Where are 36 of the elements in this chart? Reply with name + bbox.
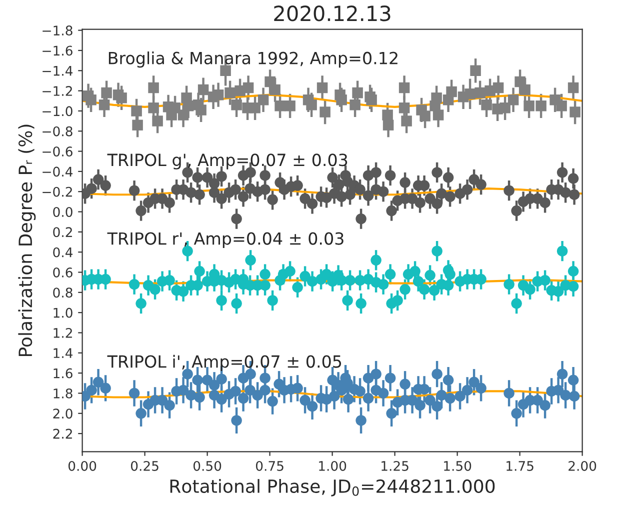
y-tick-label: 2.2 [53,428,72,439]
y-tick-label: 1.0 [54,308,72,318]
y-tick-label: 1.2 [54,328,72,338]
x-tick-label: 0.25 [130,460,158,471]
x-axis-title: Rotational Phase, JD$_{0}$=2448211.000 [170,479,495,496]
x-tick-label: 1.25 [382,460,408,471]
y-tick-label: −1.6 [42,46,72,56]
series-label: TRIPOL r', Amp=0.04 ± 0.03 [107,232,344,248]
x-tick-label: 1.00 [319,460,346,471]
series-label: TRIPOL g', Amp=0.07 ± 0.03 [107,154,348,170]
y-axis-title: Polarization Degree Pᵣ (%) [18,124,36,356]
y-tick-label: 1.6 [54,368,72,378]
y-tick-label: −0.8 [42,126,72,136]
y-tick-label: −1.0 [42,106,72,116]
x-tick-label: 1.75 [506,461,534,471]
y-tick-label: 0.2 [53,227,72,238]
y-tick-label: −0.2 [42,186,72,197]
y-tick-label: −1.4 [42,66,73,76]
y-tick-label: −1.8 [42,26,72,36]
y-tick-label: −0.6 [42,146,72,156]
y-tick-label: −0.4 [42,166,73,177]
x-tick-label: 0.50 [193,460,222,471]
y-tick-label: −1.2 [42,86,72,96]
y-tick-label: 0.4 [53,247,73,258]
x-tick-label: 0.75 [256,460,284,471]
series-label: TRIPOL i', Amp=0.07 ± 0.05 [107,354,342,372]
y-tick-label: 0.0 [53,206,72,217]
x-tick-label: 0.00 [68,460,96,471]
y-tick-label: 1.8 [54,388,72,398]
x-tick-label: 1.50 [444,460,472,471]
y-tick-label: 1.4 [54,348,73,358]
x-tick-label: 2.00 [568,460,596,471]
y-tick-label: 0.8 [53,288,72,298]
y-tick-label: 2.0 [53,408,72,419]
y-tick-label: 0.6 [53,267,72,278]
chart-title: 2020.12.13 [274,6,390,22]
